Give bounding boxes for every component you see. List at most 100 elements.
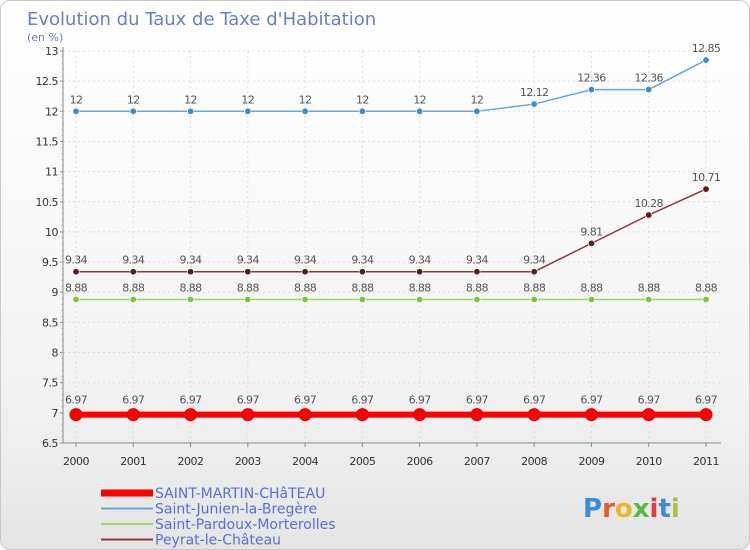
legend-entry-2: Saint-Pardoux-Morterolles [101,517,336,533]
data-label: 10.28 [634,197,663,210]
data-label: 6.97 [294,394,317,407]
data-point [358,268,366,276]
axes: 6.5 7 7.5 8 8.5 9 9.5 10 10.5 11 11.5 12 12.5 13 2000 2… [36,45,721,468]
data-point [244,295,252,303]
data-point [645,86,653,94]
y-tick-label: 10.5 [36,196,59,209]
data-point [129,107,137,115]
logo-letter: o [615,494,633,524]
data-point [301,107,309,115]
y-tick-label: 6.5 [42,437,58,450]
x-tick-label: 2003 [235,455,261,468]
data-label: 9.81 [580,225,602,238]
data-point [470,408,484,422]
data-point [416,268,424,276]
chart-subtitle: (en %) [27,31,63,44]
data-label: 12 [241,93,254,106]
chart-title: Evolution du Taux de Taxe d'Habitation [27,9,376,30]
data-point [473,295,481,303]
data-label: 9.34 [179,254,202,267]
data-point [298,408,312,422]
data-label: 12 [127,93,140,106]
series-0: 6.97 6.97 6.97 6.97 6.97 6.97 6.97 6.97 6.97 6.97… [65,394,718,422]
x-tick-label: 2010 [636,455,662,468]
data-label: 9.34 [466,254,489,267]
data-label: 9.34 [122,254,145,267]
data-point [244,268,252,276]
data-label: 8.88 [65,281,88,294]
data-point [244,107,252,115]
data-point [72,295,80,303]
x-tick-label: 2000 [63,455,89,468]
data-label: 6.97 [409,394,432,407]
data-label: 9.34 [65,254,88,267]
data-point [530,295,538,303]
legend-entry-3: Peyrat-le-Château [101,533,281,549]
data-label: 8.88 [580,281,603,294]
data-label: 8.88 [179,281,202,294]
y-tick-label: 12.5 [36,75,59,88]
data-point [129,268,137,276]
data-point [301,295,309,303]
data-label: 8.88 [351,281,374,294]
data-point [645,295,653,303]
data-label: 6.97 [122,394,145,407]
logo-letter: P [583,494,602,524]
data-point [702,56,710,64]
x-tick-label: 2008 [521,455,547,468]
x-tick-label: 2001 [120,455,146,468]
data-label: 6.97 [466,394,489,407]
x-tick-label: 2006 [407,455,433,468]
data-point [416,295,424,303]
y-tick-label: 11.5 [36,135,59,148]
data-label: 9.34 [237,254,260,267]
series-line [76,59,707,113]
data-point [702,295,710,303]
data-point [129,295,137,303]
data-label: 12 [299,93,312,106]
data-point [72,268,80,276]
data-label: 8.88 [466,281,489,294]
data-label: 6.97 [237,394,260,407]
data-point [587,86,595,94]
series-2: 8.88 8.88 8.88 8.88 8.88 8.88 8.88 8.88 8.88 8.88… [65,281,718,303]
data-point [527,408,541,422]
data-point [530,100,538,108]
x-tick-label: 2004 [292,455,318,468]
data-point [126,408,140,422]
y-tick-label: 12 [45,105,58,118]
data-label: 8.88 [638,281,661,294]
series-layer: 6.97 6.97 6.97 6.97 6.97 6.97 6.97 6.97 6.97 6.97… [65,42,721,422]
data-label: 6.97 [695,394,718,407]
data-label: 12 [413,93,426,106]
x-tick-label: 2009 [578,455,604,468]
data-point [416,107,424,115]
data-label: 6.97 [351,394,374,407]
data-point [413,408,427,422]
y-tick-label: 9 [52,286,59,299]
data-point [702,185,710,193]
data-label: 8.88 [237,281,260,294]
data-label: 10.71 [692,171,721,184]
y-tick-label: 7 [52,407,59,420]
data-point [184,408,198,422]
y-tick-label: 9.5 [42,256,58,269]
y-tick-label: 11 [45,166,58,179]
legend-label: Peyrat-le-Château [155,533,281,549]
y-tick-label: 7.5 [42,377,58,390]
data-point [530,268,538,276]
x-tick-label: 2002 [178,455,204,468]
proxiti-logo: Proxiti [583,494,680,524]
legend: SAINT-MARTIN-CHâTEAUSaint-Junien-la-Breg… [101,486,336,549]
data-label: 6.97 [638,394,661,407]
data-label: 6.97 [179,394,202,407]
data-point [699,408,713,422]
y-tick-label: 13 [45,45,58,58]
x-tick-label: 2007 [464,455,490,468]
data-label: 12.36 [577,72,606,85]
legend-entry-0: SAINT-MARTIN-CHâTEAU [101,486,325,502]
data-label: 12 [70,93,83,106]
data-label: 9.34 [523,254,546,267]
data-point [358,107,366,115]
